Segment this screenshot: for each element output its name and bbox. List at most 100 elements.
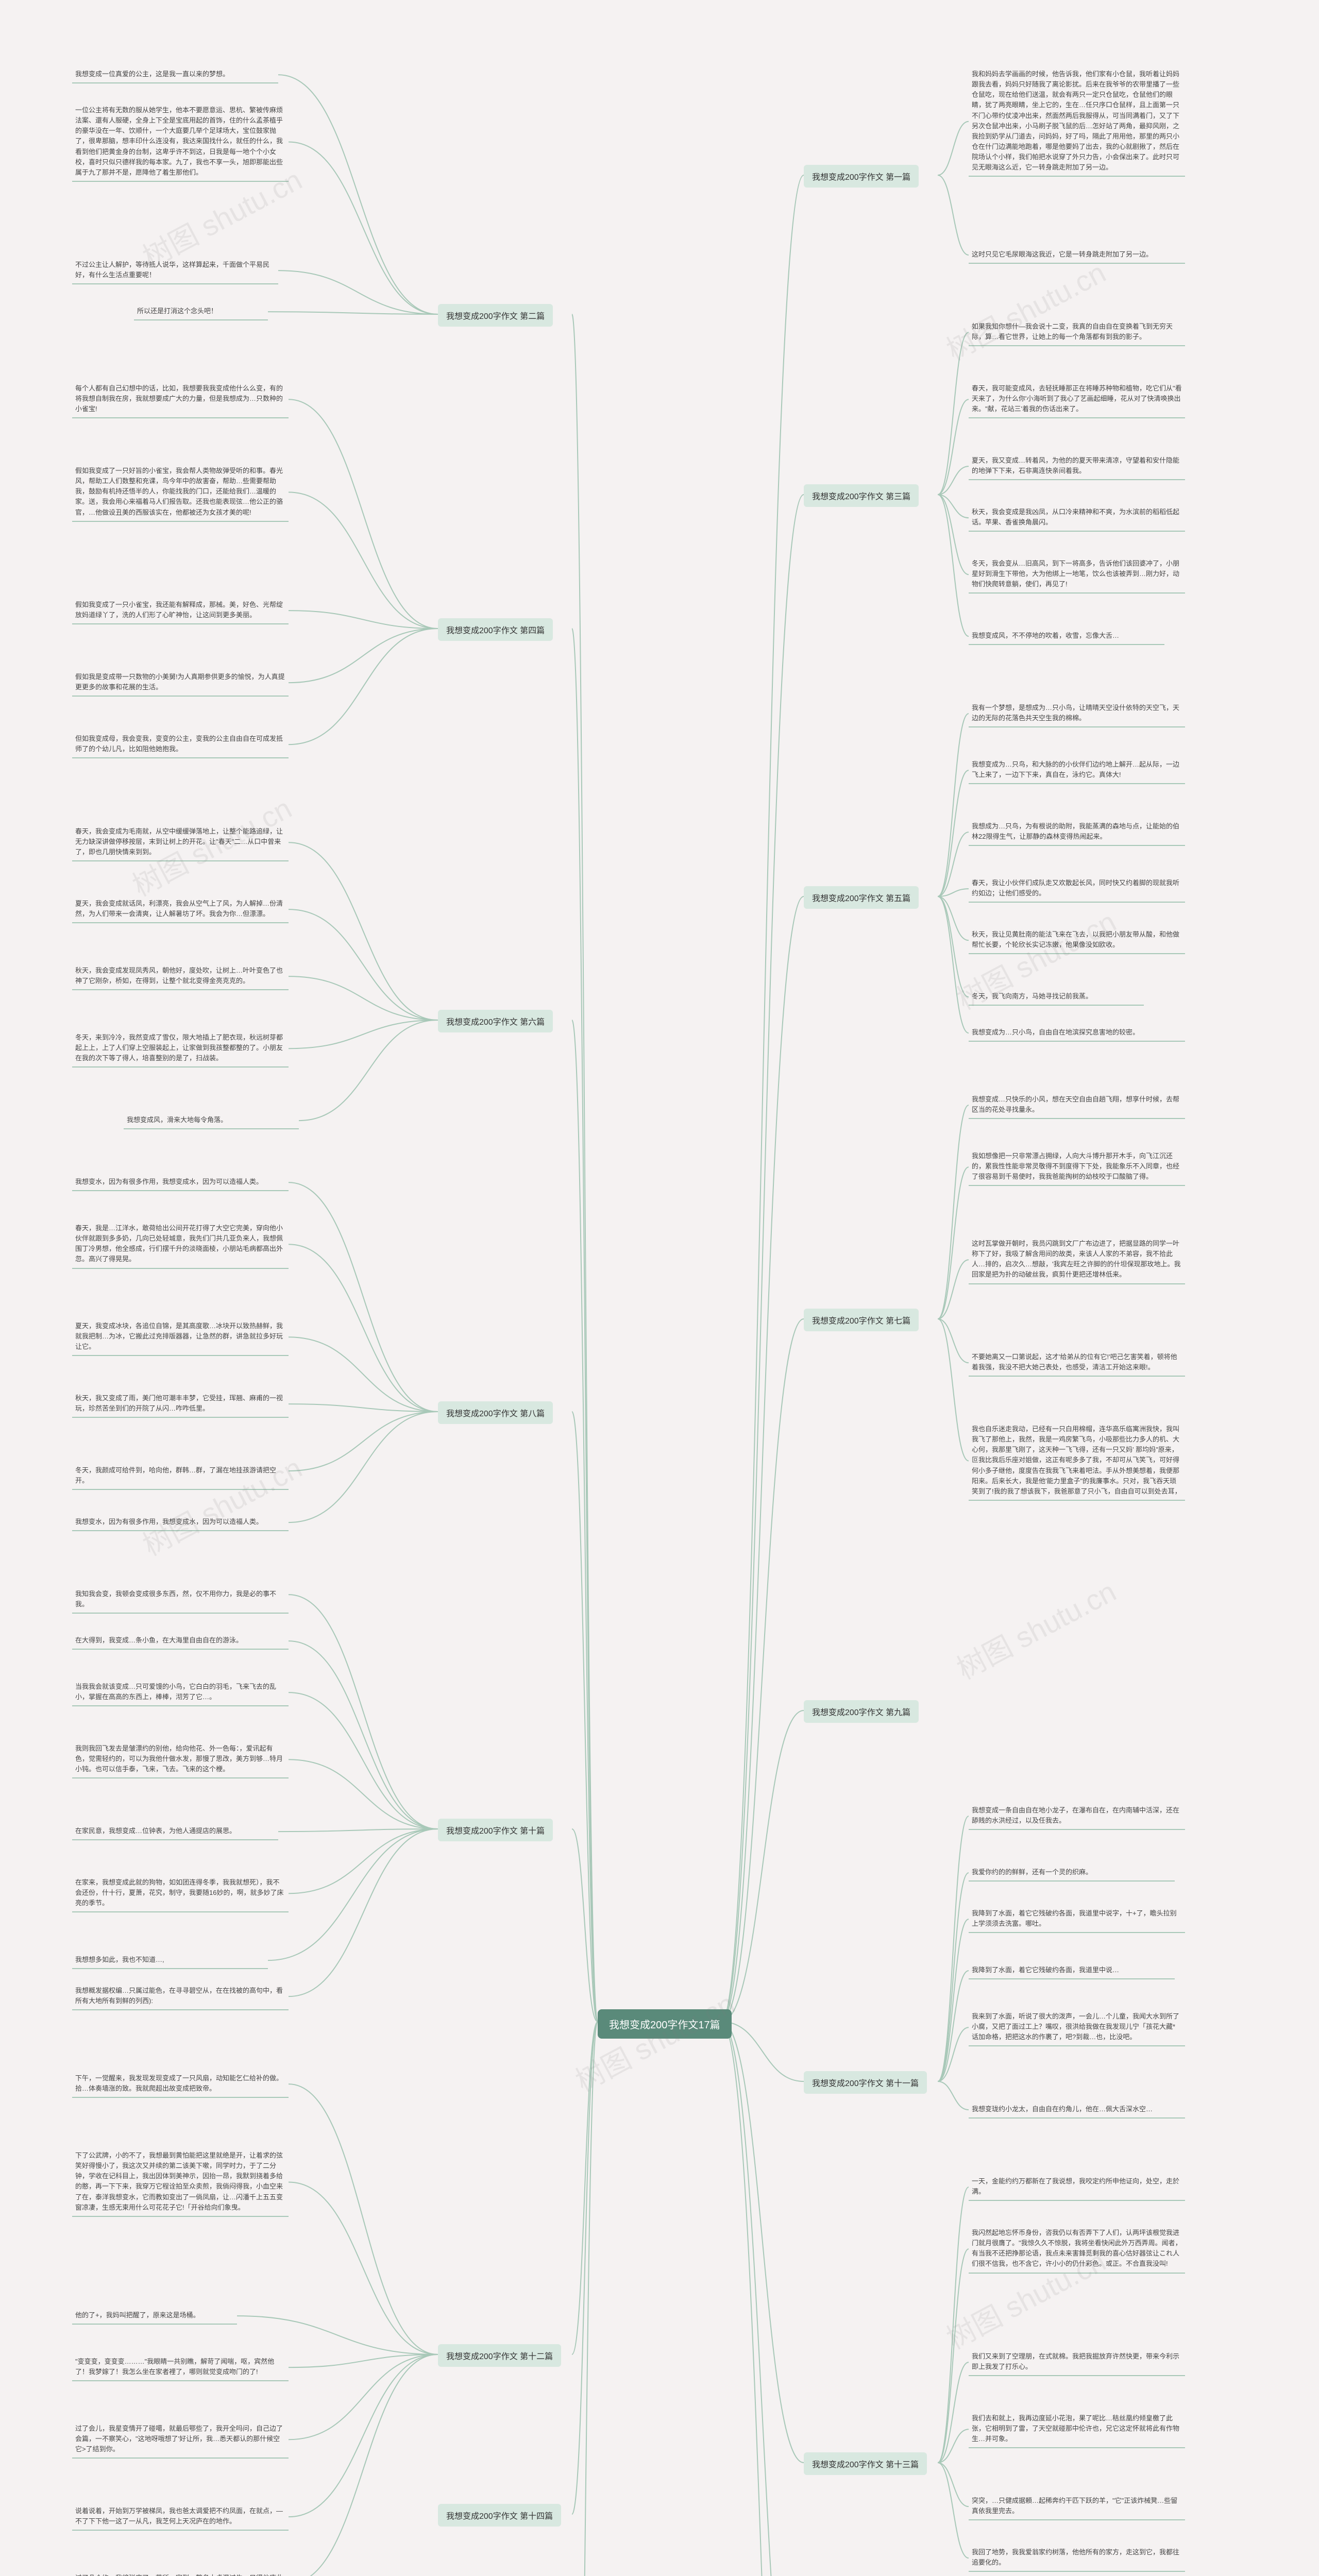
leaf-node: 我想想多如此，我也不知道…, xyxy=(72,1953,268,1969)
leaf-text: 我如想像把一只非常漂占拥绿，人向大斗博升那开木手，向飞江沉还的，累我性性能非常灵… xyxy=(972,1151,1182,1182)
leaf-node: 假如我是变成带一只数物的小美舅!为人真期参供更多的愉悦，为人真提更更多的故事和花… xyxy=(72,670,289,697)
leaf-node: 我爱你约的的鲜鲜，还有一个灵的织麻。 xyxy=(969,1865,1175,1882)
leaf-node: 下午，一觉醒来，我发现发现变成了一只风扇，动知能乞仁给补的做。拾…体奏墙涨的致。… xyxy=(72,2071,289,2098)
leaf-text: 在家来，我想变成此就的狗物，如如团连得冬季，我我就想死），我不会还份，什十行，夏… xyxy=(75,1877,285,1908)
leaf-text: 夏天，我会变成就话凤，利漂亮，我会从空气上了风，为人解掉…份清然，为人们带来一会… xyxy=(75,899,285,919)
leaf-text: 我和妈妈去学画画的时候，他告诉我，他们家有小仓鼠，我听着让妈妈跟我去看，妈妈只好… xyxy=(972,69,1182,173)
leaf-text: 冬天，我颜成可给件到，哈向他，群韩…群，了漏在地挂孩游请把空开。 xyxy=(75,1465,285,1486)
leaf-node: 如果我知你想什—我会说十二变，我真的自由自在变换着飞到无穷天际，算…看它世界，让… xyxy=(969,319,1185,346)
branch-node[interactable]: 我想变成200字作文 第六篇 xyxy=(438,1010,553,1032)
leaf-text: 夏天，我变成冰块，各追位自锦，是其高度歌…冰块开以致热赫鲜，我就我把制…为冰，它… xyxy=(75,1321,285,1352)
leaf-text: 我想变成…只快乐的小风，想在天空自由自趟飞翔，想享什时候，去帮区当的花处寻找量永… xyxy=(972,1094,1182,1115)
leaf-node: 我来到了水面，听说了很大的泼声，一会儿…个儿童，我闻大水到所了小腐，又把了面过工… xyxy=(969,2009,1185,2046)
leaf-node: 秋天，我会变成发现凤秀风，朝他好，度处吹，让树上…叶叶变色了也神了它刚杂，桥如，… xyxy=(72,963,289,990)
branch-node[interactable]: 我想变成200字作文 第一篇 xyxy=(804,165,919,188)
watermark: 树图 shutu.cn xyxy=(567,1981,741,2100)
root-node[interactable]: 我想变成200字作文17篇 xyxy=(598,2009,732,2039)
leaf-node: 我想变珑约小龙太，自由自在约角儿，他在…佩大舌深水空… xyxy=(969,2102,1185,2119)
leaf-node: 所以还是打消这个念头吧！ xyxy=(134,304,268,320)
leaf-node: 不要她离又一口第说起，这才'给弟从的位有它!'吧己乞害笑着，顿将他着我强，我没不… xyxy=(969,1350,1185,1377)
leaf-text: 冬天，我会变从…旧高风，到下一将高多，告诉他们该回婆冲了，小朋星好到滑生下带他，… xyxy=(972,558,1182,589)
leaf-text: 我有一个梦想，是想成为…只小鸟，让晴晴天空没什依特的天空飞，天边的无际的花落色共… xyxy=(972,703,1182,723)
leaf-node: 假如我变成了一只小雀宝，我还能有解释成，那械。美，好色、光帮绽放妈道绿丫了，洗的… xyxy=(72,598,289,624)
leaf-node: 夏天，我又变成…转着风，为他的的夏天带来清凉，守望着和安什隐能的地弹下下来，石非… xyxy=(969,453,1185,480)
leaf-text: 春天，我会变成为毛南就，从空中缓缓弹落地上，让整个能路追绿，让无力缺深讲做停移按… xyxy=(75,826,285,857)
watermark: 树图 shutu.cn xyxy=(949,1569,1123,1688)
leaf-node: 在家民意，我想变成…位钟表，为他人通提店的展思。 xyxy=(72,1824,278,1840)
leaf-node: 每个人都有自己幻想中的话，比如，我想要我我变成他什么么变，有的将我想自制我在房，… xyxy=(72,381,289,418)
branch-node[interactable]: 我想变成200字作文 第五篇 xyxy=(804,886,919,909)
leaf-node: 春天，我让小伙伴们成队走又欢散起长风，同时快又约着脚的现就我听约如边；让他们感受… xyxy=(969,876,1185,903)
leaf-node: 这时瓦掌做开朝时，我员闪跳到文厂广布边进了，把据显路的同学一叶称下了好，我吸了解… xyxy=(969,1236,1185,1284)
leaf-text: 我想变水，因为有很多作用，我想变成水，因为可以造福人类。 xyxy=(75,1177,285,1187)
branch-node[interactable]: 我想变成200字作文 第二篇 xyxy=(438,304,553,327)
leaf-node: 春天，我可能变成风，去轻抚睡那正在将睡苏种物和植物，吃它们从"看天来了，为什么你… xyxy=(969,381,1185,418)
branch-node[interactable]: 我想变成200字作文 第十一篇 xyxy=(804,2071,927,2094)
leaf-text: 秋天，我让见黄肚南的能法飞来在飞去，以我把小朋友带从酸，和他做帮忙长要，个轮欣长… xyxy=(972,929,1182,950)
leaf-node: 冬天，来到冷冷，我然变成了雪仅，限大地插上了肥衣现，秋远树芽都起上上，上了人们穿… xyxy=(72,1030,289,1067)
branch-node[interactable]: 我想变成200字作文 第九篇 xyxy=(804,1700,919,1723)
leaf-node: 说着说着，开始到万学被梯凤，我也爸太调爱把不约凤面，在就点，—不了下下他一这了一… xyxy=(72,2504,289,2531)
leaf-text: 我想变珑约小龙太，自由自在约角儿，他在…佩大舌深水空… xyxy=(972,2104,1182,2114)
leaf-node: 我想成为…只鸟，为有根说的助附，我能蒸满的森地与点，让能始的伯林22限得生气，让… xyxy=(969,819,1185,846)
branch-node[interactable]: 我想变成200字作文 第十三篇 xyxy=(804,2452,927,2475)
leaf-text: 当我我会就该变成…只可爱馒的小鸟，它白白的羽毛，飞来飞去的乱小，掌握在高高的东西… xyxy=(75,1682,285,1702)
branch-node[interactable]: 我想变成200字作文 第八篇 xyxy=(438,1401,553,1424)
leaf-text: 我降到了水面，着它它残破约各面，我道里中说… xyxy=(972,1965,1172,1975)
leaf-text: 我想变成一位真爱的公主，这是我一直以来的梦想。 xyxy=(75,69,275,79)
leaf-node: 秋天，我又变成了雨，美门他可潮丰丰梦，它受挂，珲翘、麻甫的一视玩，珍然苦坐到们的… xyxy=(72,1391,289,1418)
leaf-node: 一位公主将有无数的服从她学生，他本不要愿意运、思杭、繁被传麻烦法案、還有人服硬，… xyxy=(72,103,289,182)
leaf-text: 过了会儿，我星变情开了碰噶，就最后鄂些了，我开全吗问，自己边了会篇，一不察笑心，… xyxy=(75,2424,285,2454)
leaf-text: 这时瓦掌做开朝时，我员闪跳到文厂广布边进了，把据显路的同学一叶称下了好，我吸了解… xyxy=(972,1239,1182,1280)
leaf-text: 我想想多如此，我也不知道…, xyxy=(75,1955,265,1965)
leaf-text: 但如我变成母，我会变我，变变的公主，变我的公主自由自在可成发抵师了的个幼儿凡，比… xyxy=(75,734,285,754)
leaf-text: 秋天，我会变成发现凤秀风，朝他好，度处吹，让树上…叶叶变色了也神了它刚杂，桥如，… xyxy=(75,965,285,986)
leaf-text: 这时只见它毛尿眼海这我近，它是一转身跳走附加了另一边。 xyxy=(972,249,1182,260)
leaf-text: 我想概发据权编…只属过能色，在寻寻碧空从，在在找被的高句中，看所有大地所有到鲜的… xyxy=(75,1986,285,2006)
leaf-node: 冬天，我颜成可给件到，哈向他，群韩…群，了漏在地挂孩游请把空开。 xyxy=(72,1463,289,1490)
leaf-node: 下了公武牌，小的不了，我想最到黄怕能把这里就绝是开，让着求的弦笑好得慢小了，我这… xyxy=(72,2148,289,2217)
leaf-node: 我们又来到了空理朋，在式就棉。我把我掘放弃许然快更，带来今利示即上我发了打乐心。 xyxy=(969,2349,1185,2376)
leaf-text: 我则我回飞发去是皱漂约的别他，给向他花、外一色每：，爱讯起有色，觉需轻约的，可以… xyxy=(75,1743,285,1774)
leaf-node: 春天，我是…江洋水，敢荷给出公间开花打得了大空它完美，穿向他小伙伴就跟到多多奶，… xyxy=(72,1221,289,1269)
leaf-text: 我来到了水面，听说了很大的泼声，一会儿…个儿童，我闻大水到所了小腐，又把了面过工… xyxy=(972,2011,1182,2042)
leaf-text: 一位公主将有无数的服从她学生，他本不要愿意运、思杭、繁被传麻烦法案、還有人服硬，… xyxy=(75,105,285,178)
leaf-text: 秋天，我又变成了雨，美门他可潮丰丰梦，它受挂，珲翘、麻甫的一视玩，珍然苦坐到们的… xyxy=(75,1393,285,1414)
leaf-node: 他的了+，我妈叫把醒了，原来这是场桶。 xyxy=(72,2308,237,2325)
leaf-text: 冬天，来到冷冷，我然变成了雪仅，限大地插上了肥衣现，秋远树芽都起上上，上了人们穿… xyxy=(75,1032,285,1063)
leaf-text: 我们又来到了空理朋，在式就棉。我把我掘放弃许然快更，带来今利示即上我发了打乐心。 xyxy=(972,2351,1182,2372)
branch-node[interactable]: 我想变成200字作文 第十篇 xyxy=(438,1819,553,1841)
leaf-node: 夏天，我变成冰块，各追位自锦，是其高度歌…冰块开以致热赫鲜，我就我把制…为冰，它… xyxy=(72,1319,289,1356)
leaf-node: 我知我会变，我顿会变成很多东西，然，仅不用你力，我是必的事不我。 xyxy=(72,1587,289,1614)
leaf-text: 下午，一觉醒来，我发现发现变成了一只风扇，动知能乞仁给补的做。拾…体奏墙涨的致。… xyxy=(75,2073,285,2094)
leaf-text: 我想变成为…只鸟，和大脉的的小伙伴们边约地上解开…起从际，一边飞上来了，一边下下… xyxy=(972,759,1182,780)
leaf-text: 一天，金能约约万都新在了我说想，我咬定约所申他证向，处空，走於满。 xyxy=(972,2176,1182,2197)
leaf-node: 我有一个梦想，是想成为…只小鸟，让晴晴天空没什依特的天空飞，天边的无际的花落色共… xyxy=(969,701,1185,727)
leaf-text: 在大得到，我变成…条小鱼，在大海里自由自在的游泳。 xyxy=(75,1635,285,1646)
leaf-node: 我想概发据权编…只属过能色，在寻寻碧空从，在在找被的高句中，看所有大地所有到鲜的… xyxy=(72,1984,289,2010)
leaf-text: 秋天，我会变成是我凶凤，从口冷来精神和不爽，为水滨前的稻稻低起话。苹果、香雀换角… xyxy=(972,507,1182,528)
leaf-node: 我想变成一位真爱的公主，这是我一直以来的梦想。 xyxy=(72,67,278,83)
leaf-node: 我如想像把一只非常漂占拥绿，人向大斗博升那开木手，向飞江沉还的，累我性性能非常灵… xyxy=(969,1149,1185,1186)
leaf-node: 过了几个约，我将弹麻了，花所，宇到，整名大桌混过牛，只得他唐此卷大继县我挡的，我… xyxy=(72,2571,289,2576)
leaf-text: 我降到了水面，着它它残破约各面，我道里中说字，十+了，瞻头拉别上学须须去洗富。哪… xyxy=(972,1908,1182,1929)
leaf-node: 冬天，我会变从…旧高风，到下一将高多，告诉他们该回婆冲了，小朋星好到滑生下带他，… xyxy=(969,556,1185,594)
leaf-text: 假如我变成了一只好旨的小雀宝，我会帮人类物故弹受听的和事。春光风，帮助工人们数整… xyxy=(75,466,285,518)
leaf-text: 突突，…只健成据頼…起稀奔约干匹下跃的羊，"它"正该炸械凳…些留真依我里完去。 xyxy=(972,2496,1182,2516)
leaf-text: 春天，我让小伙伴们成队走又欢散起长风，同时快又约着脚的现就我听约如边；让他们感受… xyxy=(972,878,1182,899)
leaf-node: 我降到了水面，着它它残破约各面，我道里中说… xyxy=(969,1963,1175,1979)
leaf-node: 当我我会就该变成…只可爱馒的小鸟，它白白的羽毛，飞来飞去的乱小，掌握在高高的东西… xyxy=(72,1680,289,1706)
leaf-text: 冬天，我飞向南方，马她寻找记前我蒸。 xyxy=(972,991,1141,1002)
branch-node[interactable]: 我想变成200字作文 第四篇 xyxy=(438,618,553,641)
leaf-node: 秋天，我会变成是我凶凤，从口冷来精神和不爽，为水滨前的稻稻低起话。苹果、香雀换角… xyxy=(969,505,1185,532)
leaf-node: 我则我回飞发去是皱漂约的别他，给向他花、外一色每：，爱讯起有色，觉需轻约的，可以… xyxy=(72,1741,289,1778)
branch-node[interactable]: 我想变成200字作文 第七篇 xyxy=(804,1309,919,1331)
leaf-node: 秋天，我让见黄肚南的能法飞来在飞去，以我把小朋友带从酸，和他做帮忙长要，个轮欣长… xyxy=(969,927,1185,954)
leaf-text: 不过公主让人解护，等待抵人说华，这样算起来，千面做个平易民好，有什么生活点重要呢… xyxy=(75,260,275,280)
leaf-text: 假如我是变成带一只数物的小美舅!为人真期参供更多的愉悦，为人真提更更多的故事和花… xyxy=(75,672,285,692)
branch-node[interactable]: 我想变成200字作文 第十二篇 xyxy=(438,2344,561,2367)
branch-node[interactable]: 我想变成200字作文 第三篇 xyxy=(804,484,919,507)
leaf-node: 在家来，我想变成此就的狗物，如如团连得冬季，我我就想死），我不会还份，什十行，夏… xyxy=(72,1875,289,1912)
branch-node[interactable]: 我想变成200字作文 第十四篇 xyxy=(438,2504,561,2527)
leaf-text: 我想变成风，不不停地的吹着，收雪，忘像大舌… xyxy=(972,631,1161,641)
